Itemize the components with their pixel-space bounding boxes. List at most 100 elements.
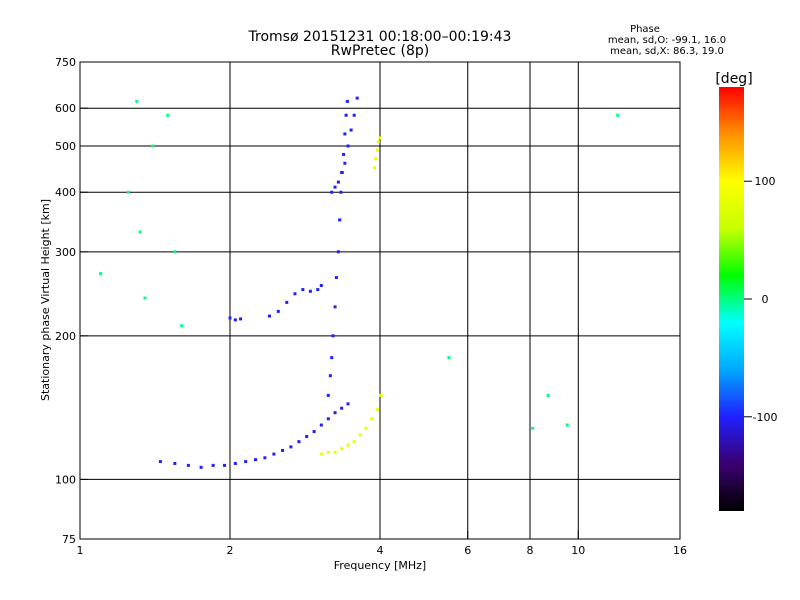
data-point <box>531 426 535 430</box>
colorbar-ticks: 100 0 -100 <box>744 175 777 424</box>
data-point <box>355 96 359 100</box>
data-point <box>328 374 332 378</box>
data-point <box>342 152 346 156</box>
x-tick-label: 16 <box>673 544 687 557</box>
x-tick-label: 8 <box>527 544 534 557</box>
data-point <box>135 99 139 103</box>
y-tick-label: 750 <box>55 56 76 69</box>
data-point <box>126 190 130 194</box>
data-point <box>331 334 335 338</box>
colorbar-tick-label: 0 <box>762 293 769 306</box>
data-point <box>333 411 337 415</box>
data-point <box>340 447 344 451</box>
data-point <box>326 450 330 454</box>
data-point <box>166 113 170 117</box>
data-point <box>151 144 155 148</box>
data-point <box>339 190 343 194</box>
data-point <box>267 314 271 318</box>
y-tick-label: 300 <box>55 246 76 259</box>
data-point <box>276 309 280 313</box>
data-point <box>99 272 103 276</box>
x-tick-label: 6 <box>464 544 471 557</box>
axis-ticks: 1 2 4 6 8 10 16 75 100 200 300 400 500 600 750 <box>55 56 687 557</box>
data-point <box>316 288 320 292</box>
data-point <box>343 161 347 165</box>
y-tick-label: 400 <box>55 186 76 199</box>
data-point <box>352 440 356 444</box>
y-tick-label: 100 <box>55 473 76 486</box>
x-tick-label: 1 <box>77 544 84 557</box>
data-point <box>326 417 330 421</box>
data-point <box>253 458 257 462</box>
data-point <box>293 292 297 296</box>
data-point <box>281 448 285 452</box>
data-point <box>364 426 368 430</box>
y-tick-label: 600 <box>55 102 76 115</box>
data-point <box>376 140 380 144</box>
data-point <box>336 180 340 184</box>
data-point <box>312 430 316 434</box>
data-point <box>211 463 215 467</box>
x-tick-label: 10 <box>571 544 585 557</box>
data-point <box>285 300 289 304</box>
x-tick-label: 4 <box>377 544 384 557</box>
data-point <box>330 190 334 194</box>
data-point <box>338 218 342 222</box>
data-point <box>340 170 344 174</box>
data-point <box>289 445 293 449</box>
data-point <box>565 423 569 427</box>
data-point <box>333 305 337 309</box>
data-point <box>346 402 350 406</box>
data-point <box>616 113 620 117</box>
data-point <box>319 283 323 287</box>
data-point <box>239 317 243 321</box>
data-point <box>305 435 309 439</box>
y-tick-label: 200 <box>55 330 76 343</box>
grid <box>80 62 680 539</box>
data-point <box>138 230 142 234</box>
data-point <box>272 452 276 456</box>
data-point <box>143 296 147 300</box>
x-axis-label: Frequency [MHz] <box>334 559 426 572</box>
data-point <box>228 316 232 320</box>
data-point <box>340 406 344 410</box>
data-point <box>349 128 353 132</box>
y-tick-label: 500 <box>55 140 76 153</box>
y-tick-label: 75 <box>62 533 76 546</box>
data-point <box>186 463 190 467</box>
legend-line-o: mean, sd,O: -99.1, 16.0 <box>608 35 726 46</box>
data-point <box>180 324 184 328</box>
data-point <box>326 393 330 397</box>
data-point <box>373 166 377 170</box>
data-point <box>297 440 301 444</box>
data-point <box>375 148 379 152</box>
data-point <box>447 356 451 360</box>
data-point <box>333 450 337 454</box>
data-point <box>158 460 162 464</box>
data-point <box>319 452 323 456</box>
data-point <box>336 250 340 254</box>
colorbar-tick-label: -100 <box>753 411 778 424</box>
data-point <box>173 461 177 465</box>
colorbar-label: [deg] <box>715 71 752 87</box>
data-point <box>334 276 338 280</box>
data-point <box>375 408 379 412</box>
data-point <box>173 250 177 254</box>
data-point <box>346 144 350 148</box>
data-points <box>99 96 620 469</box>
data-point <box>344 113 348 117</box>
data-point <box>352 113 356 117</box>
data-point <box>333 185 337 189</box>
y-axis-label: Stationary phase Virtual Height [km] <box>39 199 52 401</box>
data-point <box>346 443 350 447</box>
data-point <box>199 465 203 469</box>
data-point <box>345 99 349 103</box>
legend-title: Phase <box>630 24 660 35</box>
chart-subtitle: RwPretec (8p) <box>331 43 429 59</box>
data-point <box>233 461 237 465</box>
data-point <box>343 132 347 136</box>
data-point <box>374 157 378 161</box>
data-point <box>330 356 334 360</box>
data-point <box>263 456 267 460</box>
